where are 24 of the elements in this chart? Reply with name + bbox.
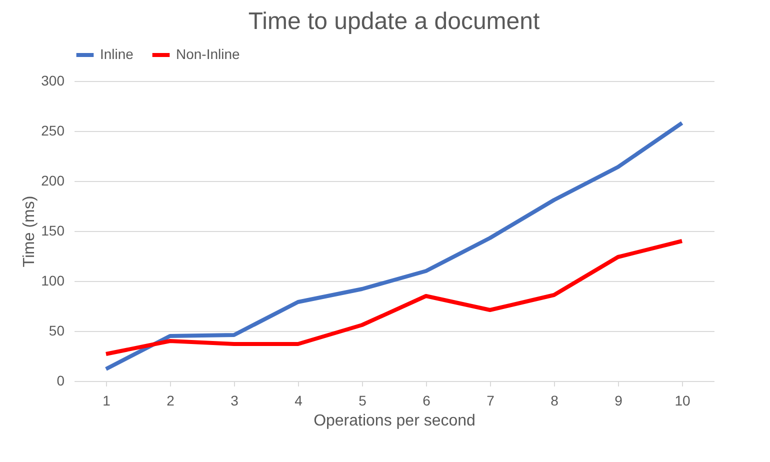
line-series	[104, 121, 684, 371]
x-tick-label: 2	[166, 392, 175, 408]
x-tick-label: 3	[230, 392, 239, 408]
legend-label: Inline	[100, 46, 134, 62]
y-tick-label: 50	[48, 322, 65, 338]
x-tick-label: 4	[294, 392, 303, 408]
x-tick-label: 1	[102, 392, 111, 408]
chart-title: Time to update a document	[248, 8, 540, 35]
x-tick-label: 10	[674, 392, 690, 408]
x-tick-label: 7	[486, 392, 495, 408]
y-tick-label: 150	[41, 222, 65, 238]
x-tick-label: 5	[358, 392, 367, 408]
x-tick-label: 8	[550, 392, 559, 408]
y-tick-label: 0	[56, 372, 65, 388]
y-tick-label: 250	[41, 122, 65, 138]
line-series	[104, 239, 684, 356]
y-tick-label: 100	[41, 272, 65, 288]
x-tick-label: 9	[614, 392, 623, 408]
y-axis-title: Time (ms)	[21, 196, 38, 268]
x-axis-title: Operations per second	[314, 412, 476, 430]
x-tick-label: 6	[422, 392, 431, 408]
y-tick-label: 300	[41, 72, 65, 88]
y-tick-label: 200	[41, 172, 65, 188]
legend-label: Non-Inline	[176, 46, 240, 62]
